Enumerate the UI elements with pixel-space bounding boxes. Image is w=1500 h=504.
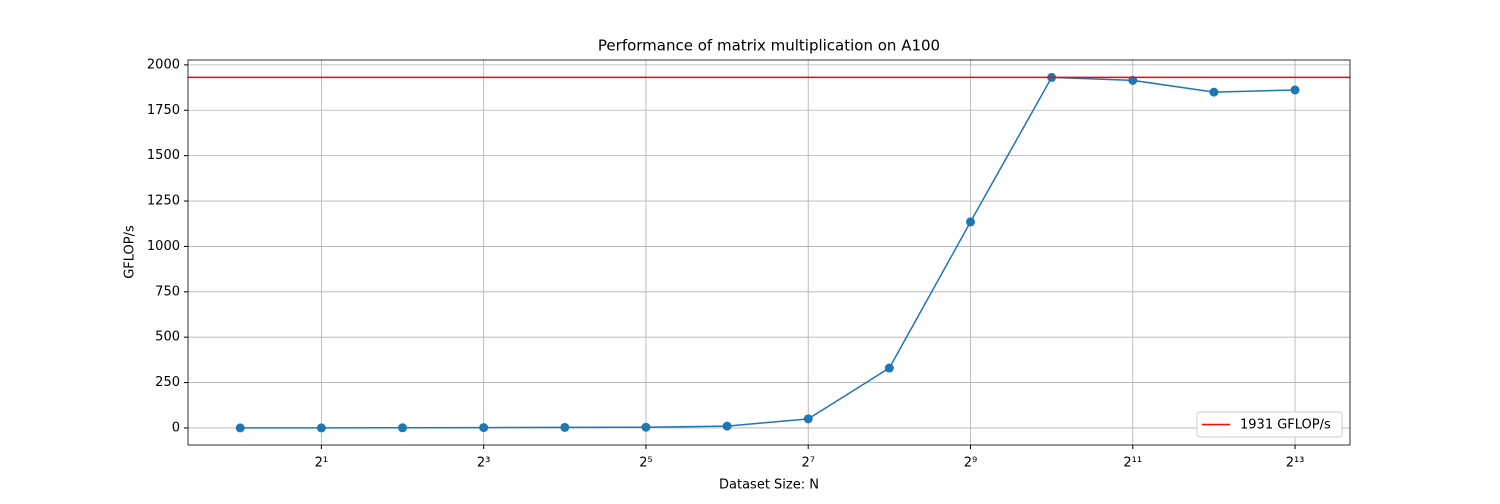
chart-title: Performance of matrix multiplication on … [598, 37, 940, 55]
y-tick-label: 1750 [147, 103, 180, 118]
data-point [560, 422, 570, 432]
data-point [641, 422, 651, 432]
axes-frame [187, 59, 1351, 446]
data-point [722, 421, 732, 431]
y-tick-label: 1000 [147, 239, 180, 254]
data-line [240, 76, 1296, 429]
y-tick-label: 750 [155, 284, 180, 299]
data-point [235, 423, 245, 433]
y-tick-label: 1250 [147, 194, 180, 209]
y-tick-label: 0 [172, 420, 180, 435]
data-point [965, 217, 975, 227]
x-tick-label: 2¹³ [1286, 456, 1305, 471]
data-point [398, 423, 408, 433]
x-axis-label: Dataset Size: N [719, 478, 819, 493]
legend-box [1196, 411, 1343, 438]
x-tick-label: 2¹¹ [1123, 456, 1142, 471]
x-tick-label: 2¹ [315, 456, 328, 471]
data-point [1209, 87, 1219, 97]
y-tick-label: 1500 [147, 148, 180, 163]
data-point [1290, 85, 1300, 95]
y-axis-label: GFLOP/s [123, 225, 138, 279]
y-tick-label: 500 [155, 330, 180, 345]
x-tick-label: 2⁹ [964, 456, 977, 471]
y-tick-label: 250 [155, 375, 180, 390]
x-tick-label: 2⁷ [801, 456, 814, 471]
data-point [803, 414, 813, 424]
data-point [884, 363, 894, 373]
data-point [479, 423, 489, 433]
data-point [316, 423, 326, 433]
x-tick-label: 2⁵ [639, 456, 652, 471]
legend-label: 1931 GFLOP/s [1240, 418, 1331, 433]
x-tick-label: 2³ [477, 456, 490, 471]
y-tick-label: 2000 [147, 57, 180, 72]
